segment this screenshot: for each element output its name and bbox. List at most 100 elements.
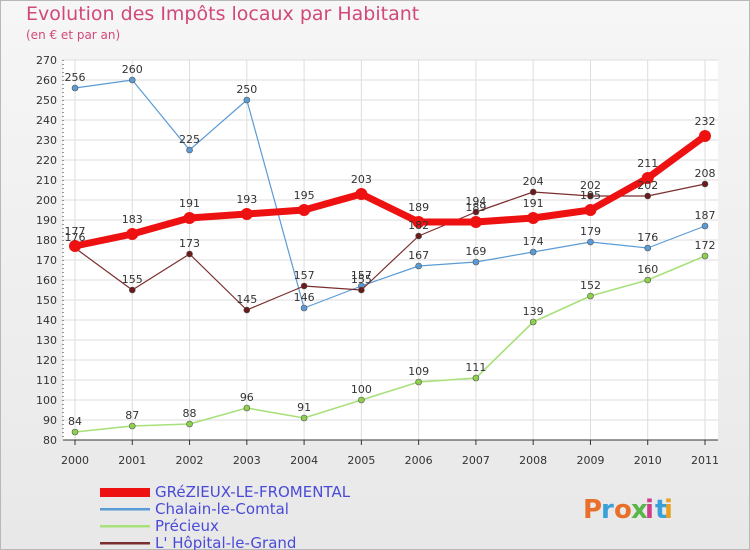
legend-swatch [100, 508, 150, 511]
logo-letter: i [664, 495, 673, 525]
y-tick-label: 130 [36, 334, 57, 347]
y-tick-label: 260 [36, 74, 57, 87]
data-label: 187 [695, 209, 716, 222]
legend-swatch [100, 525, 150, 528]
data-point [243, 306, 251, 314]
data-label: 145 [236, 293, 257, 306]
x-tick-label: 2003 [233, 454, 261, 467]
data-label: 182 [408, 219, 429, 232]
series-line [74, 183, 706, 311]
data-label: 191 [179, 197, 200, 210]
data-label: 189 [408, 201, 429, 214]
legend-swatch [100, 488, 150, 497]
data-point [699, 130, 711, 142]
axes: 8090100110120130140150160170180190200210… [36, 54, 719, 467]
data-label: 208 [695, 167, 716, 180]
data-point [128, 76, 136, 84]
plot-area [63, 60, 718, 440]
y-tick-label: 240 [36, 114, 57, 127]
y-tick-label: 140 [36, 314, 57, 327]
y-tick-label: 220 [36, 154, 57, 167]
data-point [472, 374, 480, 382]
data-label: 211 [637, 157, 658, 170]
data-point [587, 292, 594, 300]
data-label: 155 [122, 273, 143, 286]
series-line [74, 79, 706, 309]
data-point [472, 258, 480, 266]
legend-label: L' Hôpital-le-Grand [155, 534, 296, 550]
y-tick-label: 180 [36, 234, 57, 247]
x-tick-label: 2011 [691, 454, 719, 467]
y-tick-label: 190 [36, 214, 57, 227]
data-point [183, 212, 196, 224]
logo-letter: x [631, 495, 648, 525]
data-point [186, 146, 193, 154]
data-label: 155 [351, 273, 372, 286]
data-point [644, 192, 652, 200]
data-point [240, 208, 253, 220]
data-point [587, 238, 594, 246]
data-point [243, 404, 251, 412]
y-tick-label: 120 [36, 354, 57, 367]
x-tick-label: 2004 [290, 454, 318, 467]
data-point [529, 318, 537, 326]
data-label: 177 [65, 225, 86, 238]
data-point [641, 172, 654, 184]
data-label: 189 [465, 201, 486, 214]
legend-label: Précieux [155, 517, 219, 535]
legend-label: Chalain-le-Comtal [155, 500, 289, 518]
data-point [527, 212, 540, 224]
x-tick-label: 2010 [634, 454, 662, 467]
data-point [644, 276, 652, 284]
data-label: 232 [695, 115, 716, 128]
grid [63, 59, 718, 441]
legend-swatch [100, 542, 150, 545]
x-tick-label: 2007 [462, 454, 490, 467]
data-point [300, 304, 308, 312]
data-point [472, 208, 480, 216]
data-point [415, 232, 422, 240]
data-label: 194 [465, 195, 486, 208]
y-tick-label: 90 [43, 414, 57, 427]
data-label: 157 [351, 269, 372, 282]
data-label: 100 [351, 383, 372, 396]
y-tick-label: 110 [36, 374, 57, 387]
series-line [71, 132, 709, 250]
series-layer [69, 76, 711, 436]
data-label: 160 [637, 263, 658, 276]
data-point [644, 244, 652, 252]
data-point [587, 192, 594, 200]
data-label: 250 [236, 83, 257, 96]
y-tick-label: 150 [36, 294, 57, 307]
y-tick-label: 250 [36, 94, 57, 107]
x-tick-label: 2008 [519, 454, 547, 467]
logo-letter: t [655, 495, 667, 525]
data-label: 183 [122, 213, 143, 226]
logo-letter: o [614, 495, 632, 525]
data-label: 109 [408, 365, 429, 378]
data-point [69, 240, 81, 252]
data-point [415, 378, 422, 386]
y-tick-label: 100 [36, 394, 57, 407]
data-label: 191 [523, 197, 544, 210]
data-label: 260 [122, 63, 143, 76]
y-tick-label: 210 [36, 174, 57, 187]
data-label: 202 [580, 179, 601, 192]
y-tick-label: 270 [36, 54, 57, 67]
data-label: 176 [637, 231, 658, 244]
data-point [415, 262, 422, 270]
data-point [300, 282, 308, 290]
data-label: 176 [65, 231, 86, 244]
data-label: 157 [294, 269, 315, 282]
data-label: 139 [523, 305, 544, 318]
data-label: 203 [351, 173, 372, 186]
legend: GRéZIEUX-LE-FROMENTALChalain-le-ComtalPr… [100, 483, 351, 550]
x-tick-label: 2002 [176, 454, 204, 467]
data-point [469, 216, 482, 228]
x-tick-label: 2005 [347, 454, 375, 467]
data-point [126, 228, 139, 240]
data-point [529, 248, 537, 256]
data-label: 96 [240, 391, 254, 404]
data-point [701, 252, 709, 260]
data-point [243, 96, 251, 104]
